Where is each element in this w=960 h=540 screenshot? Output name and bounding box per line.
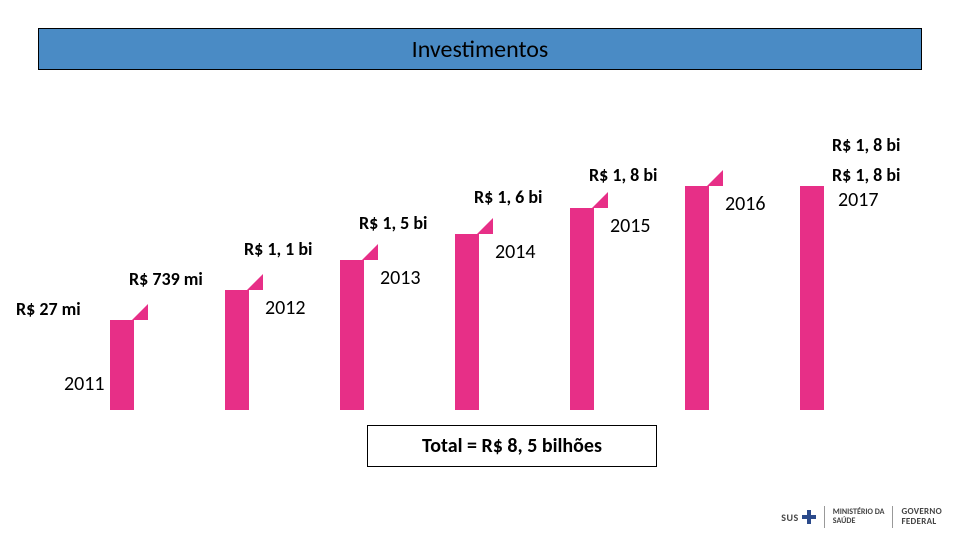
step-2015 — [570, 208, 594, 410]
bar-2016 — [685, 186, 709, 410]
total-label: Total = R$ 8, 5 bilhões — [422, 434, 602, 458]
year-label-2016: 2016 — [725, 192, 766, 216]
sus-text: SUS — [781, 511, 798, 524]
year-label-2013: 2013 — [380, 266, 421, 290]
logo-divider — [892, 506, 893, 528]
total-box: Total = R$ 8, 5 bilhões — [367, 425, 657, 467]
triangle-icon — [592, 192, 608, 208]
step-2013 — [340, 260, 364, 410]
bar-2011 — [110, 320, 134, 410]
governo-logo: GOVERNOFEDERAL — [901, 507, 942, 527]
bar-2014 — [455, 234, 479, 410]
value-label-2017: R$ 1, 8 bi — [832, 164, 900, 186]
logo-divider — [824, 506, 825, 528]
value-label-2013: R$ 1, 1 bi — [244, 238, 312, 260]
step-2011 — [110, 320, 134, 410]
value-label-extra: R$ 1, 8 bi — [832, 134, 900, 156]
bar-2017 — [800, 186, 824, 410]
step-2016 — [685, 186, 709, 410]
triangle-icon — [132, 304, 148, 320]
value-label-2015: R$ 1, 6 bi — [474, 186, 542, 208]
step-2012 — [225, 290, 249, 410]
value-label-2016: R$ 1, 8 bi — [589, 164, 657, 186]
sus-logo: SUS — [781, 510, 815, 524]
value-label-2011: R$ 27 mi — [16, 298, 81, 320]
plus-icon — [802, 510, 816, 524]
year-label-2015: 2015 — [610, 214, 651, 238]
bar-2013 — [340, 260, 364, 410]
year-label-2014: 2014 — [495, 240, 536, 264]
investments-step-chart: R$ 27 mi 2011 R$ 739 mi 2012 R$ 1, 1 bi 2013 R… — [0, 100, 960, 410]
triangle-icon — [477, 218, 493, 234]
year-label-2012: 2012 — [265, 296, 306, 320]
title-bar: Investimentos — [38, 28, 922, 70]
triangle-icon — [707, 170, 723, 186]
year-label-2011: 2011 — [64, 372, 105, 396]
ministerio-logo: MINISTÉRIO DASAÚDE — [833, 508, 885, 526]
value-label-2014: R$ 1, 5 bi — [359, 212, 427, 234]
year-label-2017: 2017 — [838, 188, 879, 212]
step-2017 — [800, 186, 824, 410]
bar-2015 — [570, 208, 594, 410]
triangle-icon — [362, 244, 378, 260]
footer-logos: SUS MINISTÉRIO DASAÚDE GOVERNOFEDERAL — [781, 506, 942, 528]
step-2014 — [455, 234, 479, 410]
value-label-2012: R$ 739 mi — [129, 268, 203, 290]
triangle-icon — [247, 274, 263, 290]
bar-2012 — [225, 290, 249, 410]
page-title: Investimentos — [412, 35, 549, 64]
